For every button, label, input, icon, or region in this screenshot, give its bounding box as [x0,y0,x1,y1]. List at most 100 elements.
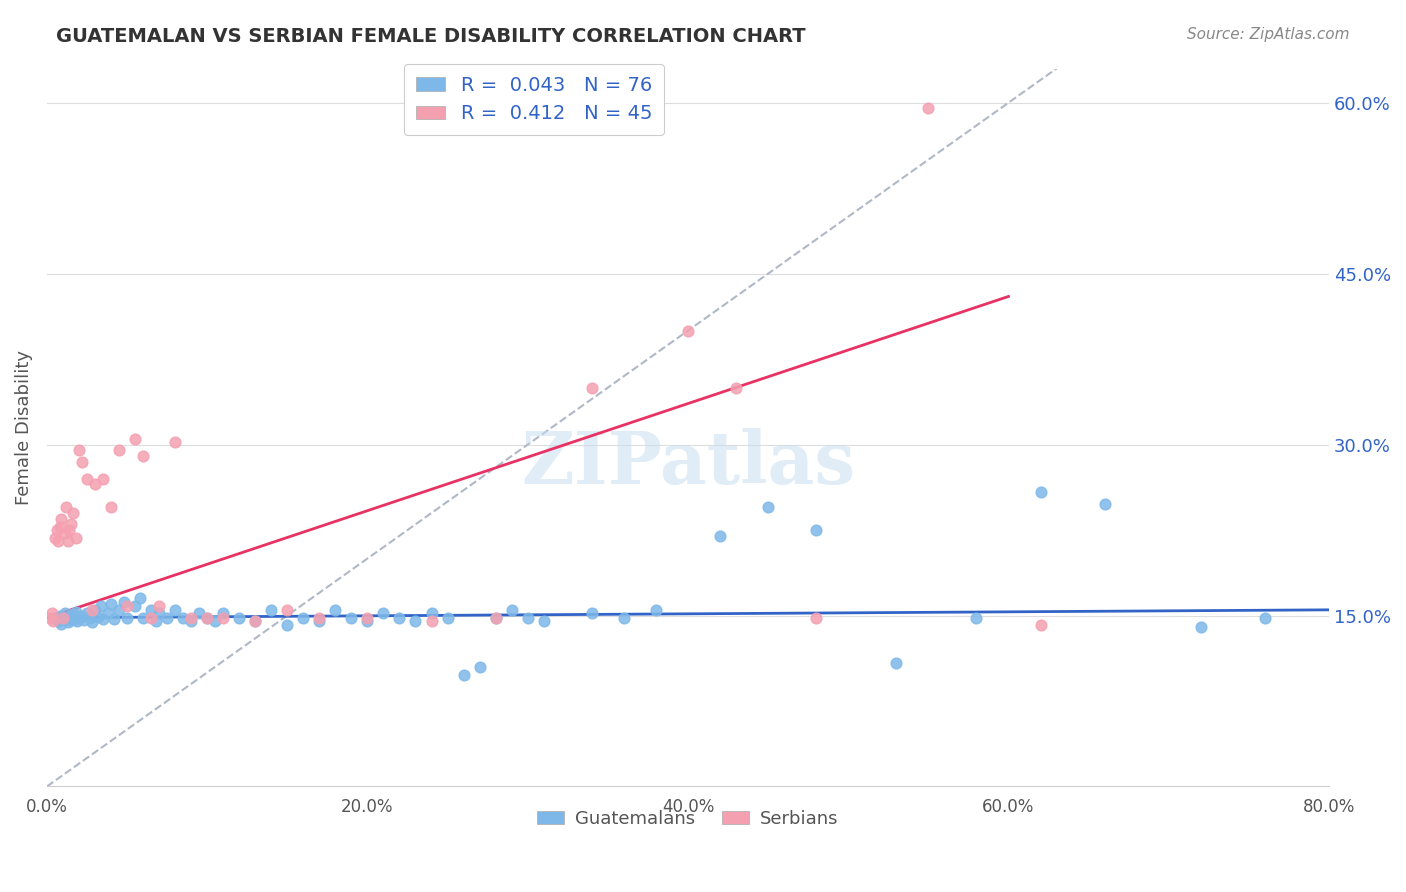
Point [124,432,146,446]
Point [180,611,202,625]
Point [581,381,603,395]
Point [55,612,77,626]
Point [112,595,135,609]
Point [485,611,508,625]
Point [65,605,87,619]
Point [884,657,907,671]
Legend: Guatemalans, Serbians: Guatemalans, Serbians [530,803,846,835]
Point [46,534,69,549]
Point [533,614,555,628]
Point [67,611,90,625]
Point [70,455,93,469]
Point [204,614,226,628]
Point [148,607,170,621]
Point [804,523,827,537]
Point [58,523,80,537]
Point [108,443,131,458]
Point [453,667,475,681]
Point [485,611,508,625]
Point [1094,497,1116,511]
Point [42,614,65,628]
Point [276,617,298,632]
Point [180,614,202,628]
Point [115,599,138,614]
Point [46,614,69,628]
Y-axis label: Female Disability: Female Disability [15,350,32,505]
Point [44,611,66,625]
Point [62,506,84,520]
Point [436,611,458,625]
Point [80,603,103,617]
Point [100,597,122,611]
Point [965,611,987,625]
Point [917,102,939,116]
Point [325,603,347,617]
Point [356,611,378,625]
Point [212,607,235,621]
Point [156,611,179,625]
Point [501,603,523,617]
Point [52,611,75,625]
Point [139,603,162,617]
Point [59,517,82,532]
Point [59,613,82,627]
Point [132,611,155,625]
Point [676,324,699,338]
Point [195,611,218,625]
Point [172,611,194,625]
Point [1254,611,1277,625]
Point [613,611,636,625]
Point [51,511,73,525]
Point [245,614,267,628]
Point [308,614,330,628]
Point [79,611,101,625]
Point [388,611,411,625]
Point [67,443,90,458]
Point [58,609,80,624]
Point [66,614,89,628]
Point [148,599,170,614]
Text: ZIPatlas: ZIPatlas [520,428,855,499]
Point [53,607,76,621]
Point [260,603,283,617]
Point [65,531,87,545]
Point [90,599,112,614]
Point [212,611,235,625]
Point [76,472,98,486]
Point [340,611,363,625]
Point [56,615,79,630]
Point [108,603,131,617]
Point [84,603,107,617]
Point [52,611,75,625]
Point [139,611,162,625]
Point [804,611,827,625]
Point [80,615,103,630]
Point [91,612,114,626]
Point [48,608,70,623]
Point [41,607,63,621]
Point [1029,617,1052,632]
Point [308,611,330,625]
Point [292,611,315,625]
Point [245,614,267,628]
Point [132,449,155,463]
Point [356,614,378,628]
Point [103,612,125,626]
Point [709,529,731,543]
Point [97,607,120,621]
Point [45,523,67,537]
Point [115,611,138,625]
Point [644,603,666,617]
Text: GUATEMALAN VS SERBIAN FEMALE DISABILITY CORRELATION CHART: GUATEMALAN VS SERBIAN FEMALE DISABILITY … [56,27,806,45]
Point [165,435,187,450]
Point [124,599,146,614]
Point [48,519,70,533]
Point [39,611,62,625]
Point [44,531,66,545]
Point [100,500,122,515]
Point [56,534,79,549]
Text: Source: ZipAtlas.com: Source: ZipAtlas.com [1187,27,1350,42]
Point [128,591,150,606]
Point [51,616,73,631]
Point [1029,485,1052,500]
